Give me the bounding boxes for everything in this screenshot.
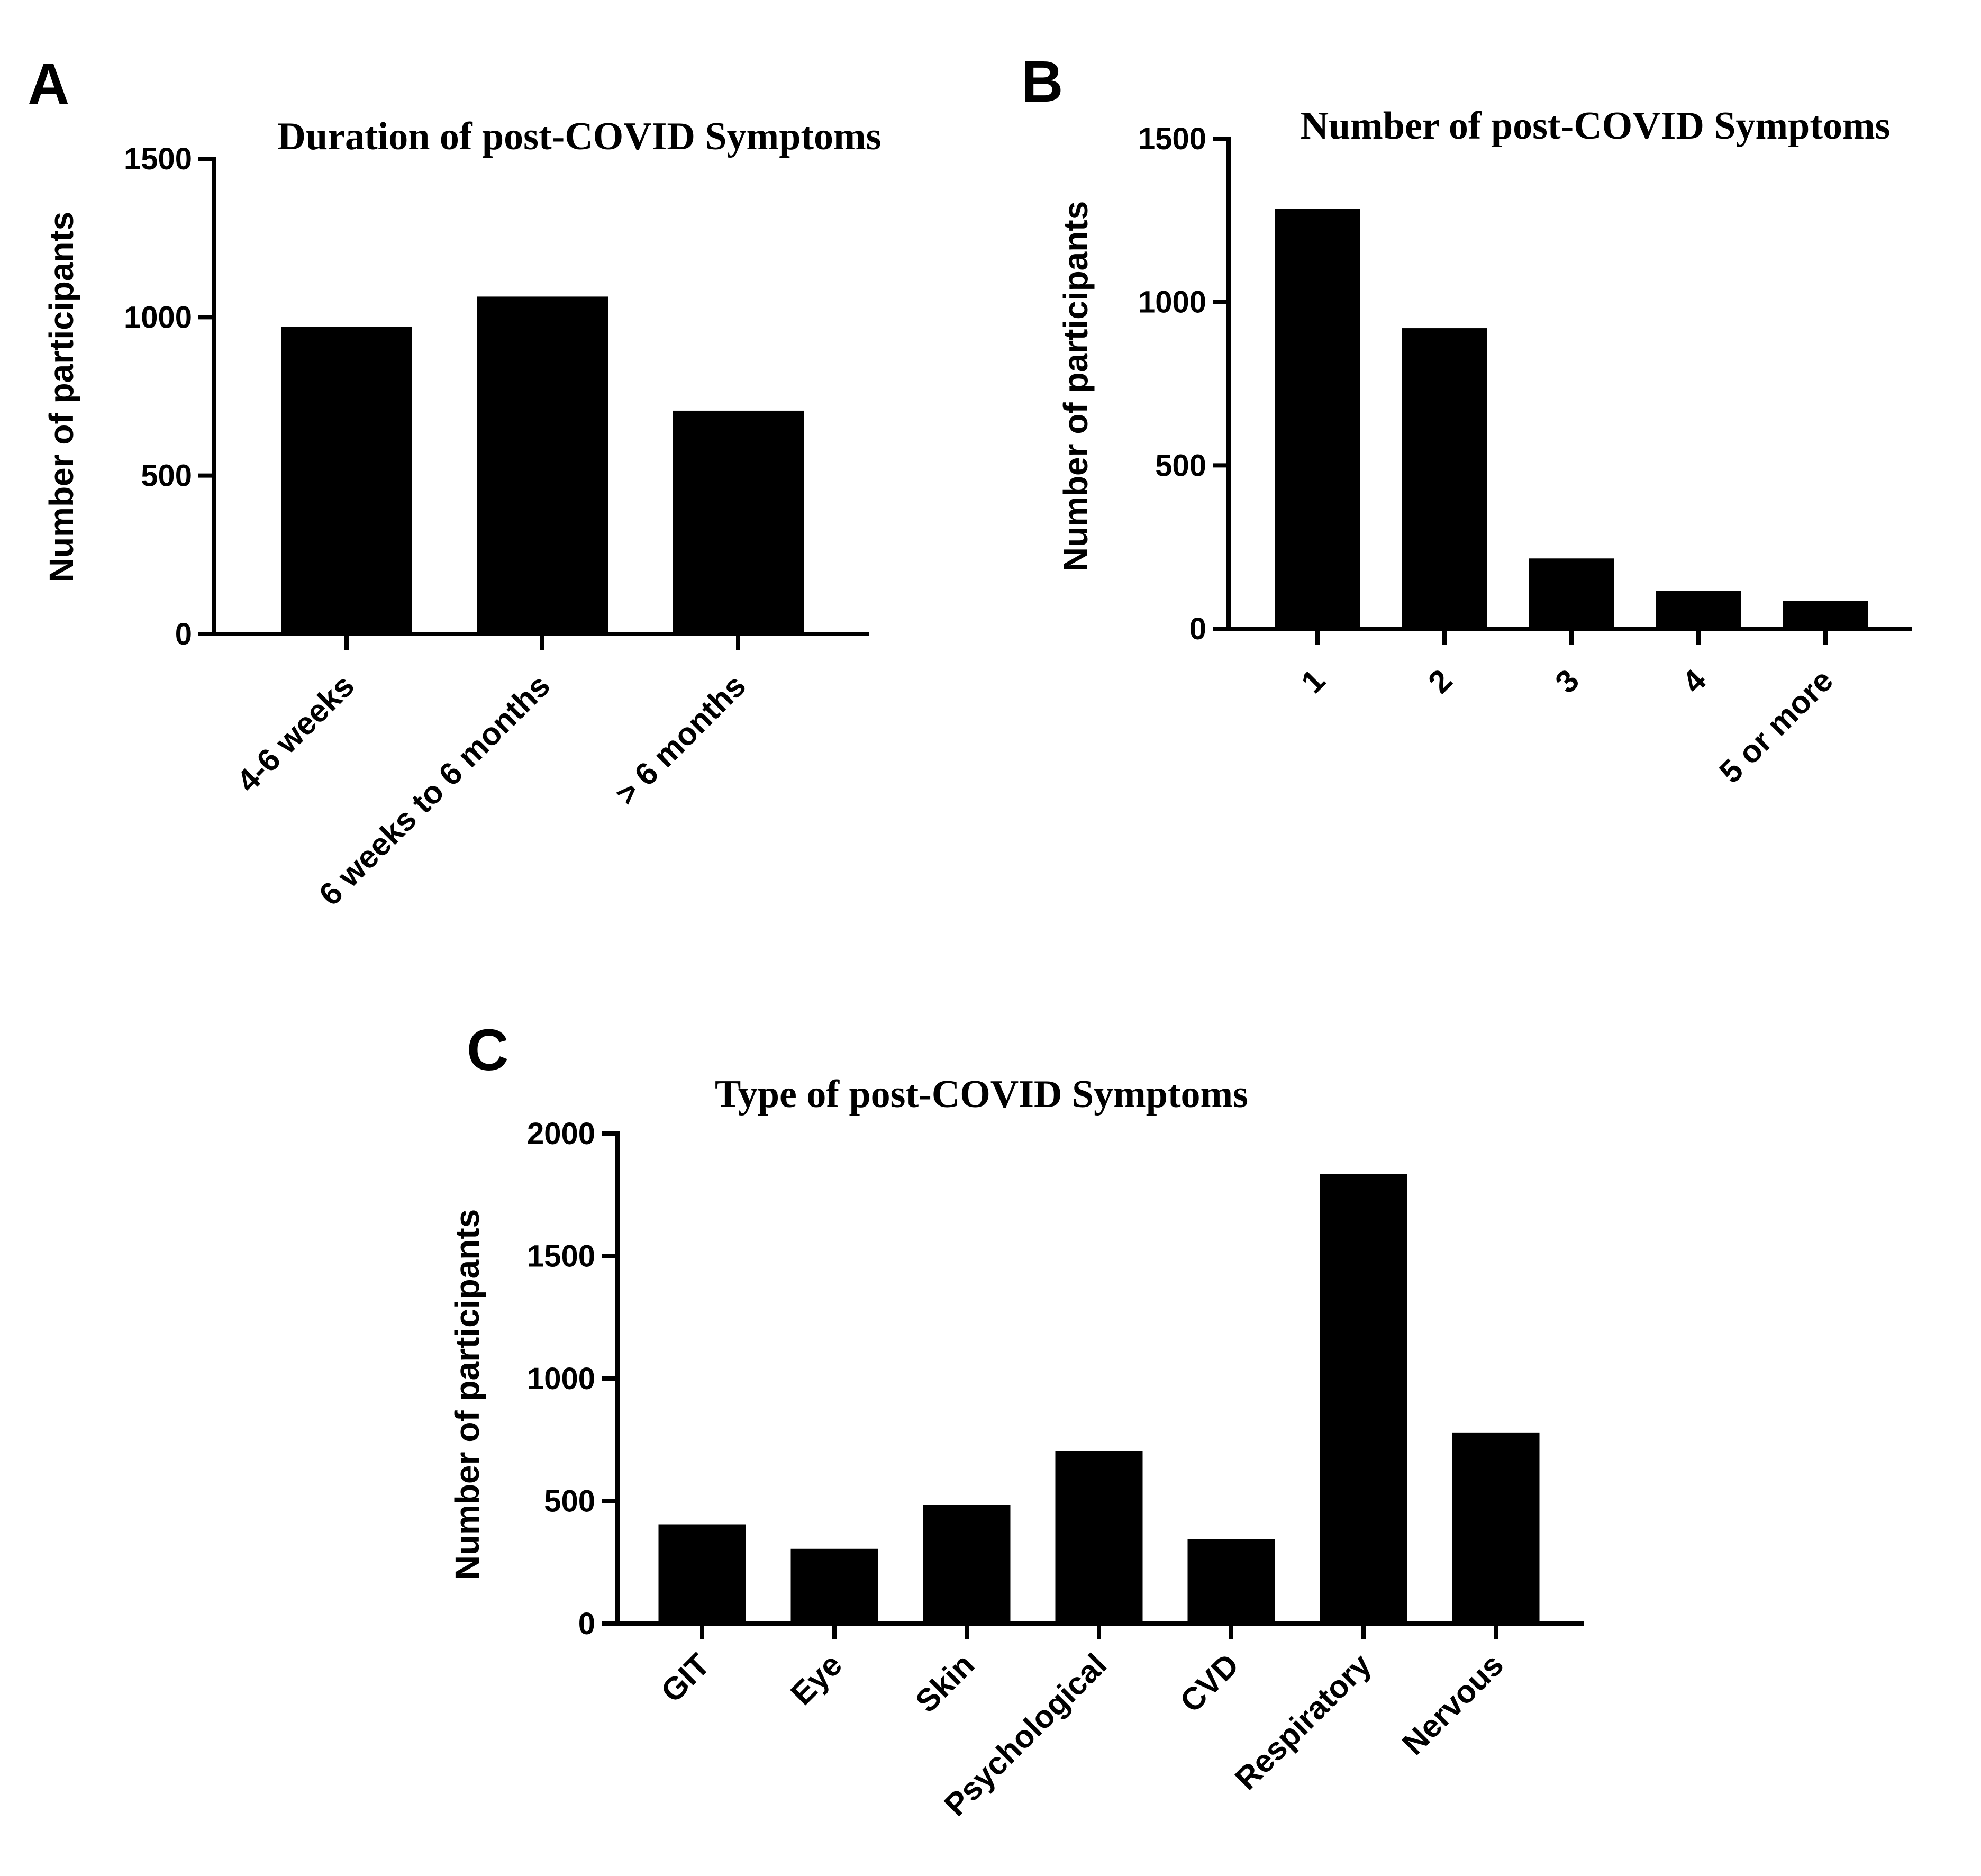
panel-c-y-tick-label: 1500 <box>527 1239 595 1274</box>
panel-c-bar <box>658 1524 746 1624</box>
panel-c-x-tick-label: Nervous <box>1395 1647 1510 1762</box>
panel-c-title: Type of post-COVID Symptoms <box>715 1073 1248 1116</box>
panel-c-x-tick-label: CVD <box>1173 1647 1246 1719</box>
panel-c-bar <box>923 1505 1011 1624</box>
panel-b: B Number of post-COVID Symptoms Number o… <box>1021 49 1912 790</box>
panel-b-y-axis-label: Number of participants <box>1057 201 1095 572</box>
panel-c-bar <box>1055 1451 1143 1624</box>
panel-b-bar <box>1275 209 1360 629</box>
panel-c-x-tick-label: Eye <box>784 1647 849 1712</box>
panel-a-y-tick-label: 0 <box>175 617 192 651</box>
panel-c-bars <box>658 1174 1540 1639</box>
panel-b-bar <box>1529 558 1614 629</box>
panel-a-y-tick-label: 500 <box>141 459 192 493</box>
panel-b-bars <box>1275 209 1868 645</box>
panel-b-y-tick-label: 1000 <box>1138 285 1206 320</box>
panel-c-y-ticks: 0 500 1000 1500 2000 <box>527 1117 617 1641</box>
panel-a-bar <box>477 296 608 634</box>
panel-b-x-tick-label: 4 <box>1675 662 1713 700</box>
panel-c-y-tick-label: 2000 <box>527 1117 595 1151</box>
panel-b-title: Number of post-COVID Symptoms <box>1301 104 1891 148</box>
panel-b-letter: B <box>1021 49 1063 114</box>
panel-b-bar <box>1783 601 1868 629</box>
panel-a: A Duration of post-COVID Symptoms Number… <box>28 52 881 912</box>
panel-c-bar <box>1452 1432 1540 1624</box>
panel-b-bar <box>1402 328 1487 629</box>
panel-a-bar <box>281 327 412 634</box>
panel-a-y-tick-label: 1500 <box>124 142 192 176</box>
panel-c-y-axis-label: Number of participants <box>448 1209 486 1580</box>
panel-c-bar <box>790 1548 878 1624</box>
panel-a-letter: A <box>28 52 69 117</box>
panel-b-y-tick-label: 0 <box>1189 612 1206 646</box>
panel-b-bar <box>1656 591 1741 629</box>
panel-b-axes <box>1226 137 1912 631</box>
panel-b-x-tick-label: 1 <box>1294 663 1332 700</box>
panel-a-x-tick-label: > 6 months <box>608 668 753 812</box>
panel-b-x-tick-label: 5 or more <box>1712 663 1840 790</box>
panel-b-y-tick-label: 500 <box>1155 448 1206 483</box>
panel-c-axes <box>615 1131 1584 1626</box>
panel-a-y-tick-label: 1000 <box>124 300 192 334</box>
panel-c-x-tick-label: GIT <box>654 1647 716 1709</box>
panel-c: C Type of post-COVID Symptoms Number of … <box>448 1018 1584 1823</box>
panel-a-y-ticks: 0 500 1000 1500 <box>124 142 214 651</box>
panel-c-x-tick-label: Skin <box>908 1647 981 1719</box>
panel-a-x-tick-label: 4-6 weeks <box>230 668 361 799</box>
panel-a-y-axis-label: Number of participants <box>42 212 80 583</box>
panel-b-y-tick-label: 1500 <box>1138 122 1206 156</box>
panel-c-y-tick-label: 0 <box>578 1607 595 1641</box>
panel-c-bar <box>1320 1174 1407 1624</box>
panel-c-bar <box>1187 1539 1275 1624</box>
panel-b-x-tick-label: 3 <box>1548 663 1586 700</box>
panel-a-title: Duration of post-COVID Symptoms <box>278 115 882 158</box>
panel-a-bar <box>673 410 804 634</box>
panel-c-y-tick-label: 1000 <box>527 1362 595 1396</box>
panel-b-y-ticks: 0 500 1000 1500 <box>1138 122 1229 646</box>
panel-c-y-tick-label: 500 <box>544 1484 595 1519</box>
panel-b-x-tick-label: 2 <box>1421 663 1459 700</box>
panel-c-letter: C <box>467 1018 508 1083</box>
panel-c-x-tick-label: Respiratory <box>1228 1646 1378 1797</box>
panel-a-bars <box>281 296 804 650</box>
panel-a-axes <box>212 157 869 636</box>
